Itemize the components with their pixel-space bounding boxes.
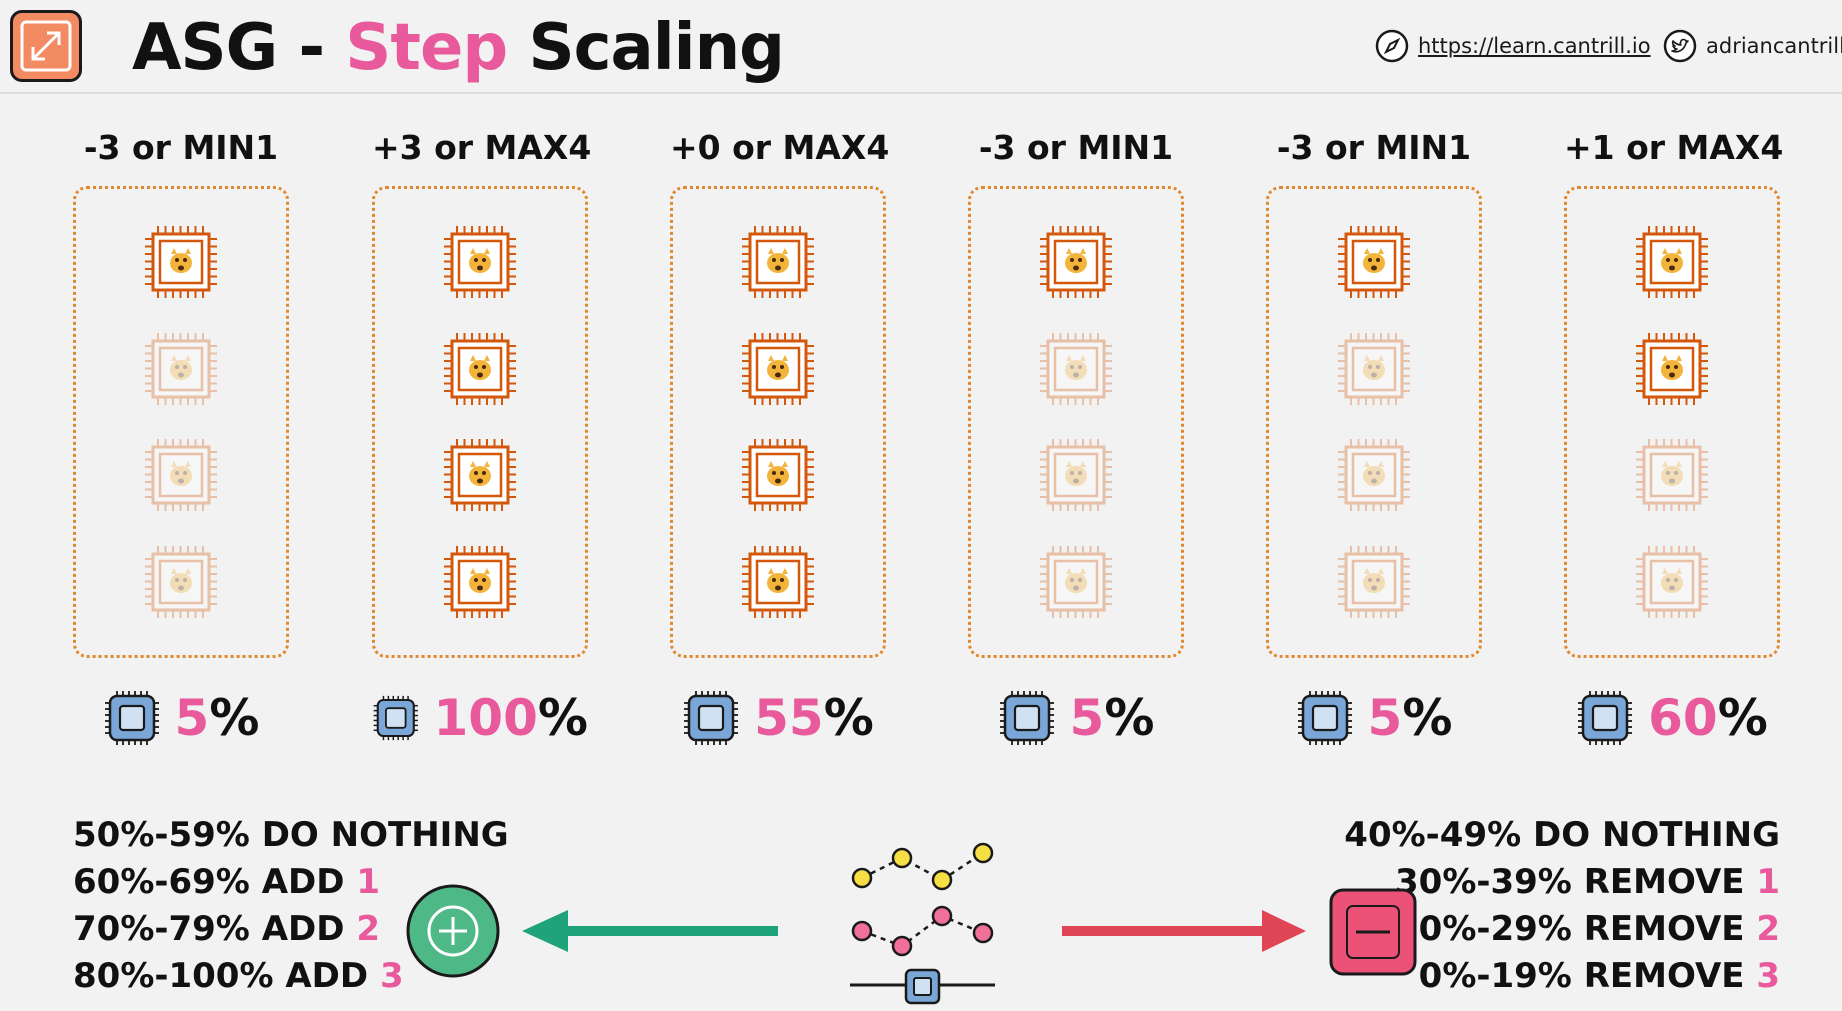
scaling-action-label: +3 or MAX4 (372, 128, 592, 167)
scale-in-rule: 40%-49% DO NOTHING (1344, 815, 1780, 855)
ec2-instance-icon (1338, 546, 1410, 619)
scale-in-rule: 30%-39% REMOVE 1 (1395, 862, 1780, 902)
page-title: ASG - Step Scaling (132, 11, 785, 85)
asg-state-column: -3 or MIN1 (73, 126, 289, 750)
auto-scaling-group (1266, 186, 1482, 658)
cpu-icon (373, 695, 418, 741)
ec2-instance-icon (1338, 439, 1410, 512)
ec2-instance-icon (145, 332, 217, 405)
twitter-icon (1663, 29, 1697, 63)
website-url[interactable]: https://learn.cantrill.io (1418, 34, 1651, 58)
scaling-action-label: +0 or MAX4 (670, 128, 890, 167)
cpu-percentage: 5% (1069, 689, 1155, 747)
ec2-instance-icon (145, 439, 217, 512)
scale-out-arrow (522, 910, 778, 952)
scale-in-rules: 40%-49% DO NOTHING 30%-39% REMOVE 1 20%-… (1344, 812, 1780, 1000)
ec2-instance-icon (444, 225, 516, 298)
scale-out-rule: 80%-100% ADD 3 (73, 956, 404, 996)
resize-arrows-icon (10, 10, 82, 82)
asg-state-column: +3 or MAX4 (372, 126, 592, 750)
ec2-instance-icon (444, 332, 516, 405)
scale-out-rule: 50%-59% DO NOTHING (73, 815, 509, 855)
ec2-instance-icon (1040, 439, 1112, 512)
scale-in-rule: 0%-19% REMOVE 3 (1418, 956, 1780, 996)
cpu-icon (1297, 691, 1352, 745)
scale-in-arrow (1062, 910, 1306, 952)
cpu-metric: 5% (968, 686, 1184, 750)
cpu-metric: 5% (1266, 686, 1482, 750)
asg-state-column: -3 or MIN1 (1266, 126, 1482, 750)
ec2-instance-icon (444, 439, 516, 512)
minus-square-icon (1329, 888, 1417, 976)
asg-state-column: +0 or MAX4 (670, 126, 890, 750)
ec2-instance-icon (1338, 332, 1410, 405)
cloudwatch-metrics-icon (850, 842, 995, 1005)
twitter-handle[interactable]: adriancantrill (1706, 34, 1842, 58)
auto-scaling-group (372, 186, 588, 658)
scale-out-rule: 60%-69% ADD 1 (73, 862, 380, 902)
ec2-instance-icon (1636, 332, 1708, 405)
plus-circle-icon (406, 884, 500, 978)
ec2-instance-icon (444, 546, 516, 619)
website-link[interactable]: https://learn.cantrill.io (1374, 28, 1651, 64)
ec2-instance-icon (1040, 546, 1112, 619)
cpu-percentage: 55% (754, 689, 874, 747)
cpu-icon (1578, 691, 1633, 745)
asg-state-column: +1 or MAX4 (1564, 126, 1784, 750)
cpu-percentage: 60% (1648, 689, 1768, 747)
ec2-instance-icon (742, 332, 814, 405)
scaling-action-label: -3 or MIN1 (83, 128, 279, 167)
scaling-action-label: -3 or MIN1 (978, 128, 1174, 167)
cpu-metric: 55% (670, 686, 886, 750)
twitter-link[interactable]: adriancantrill (1662, 28, 1842, 64)
header: ASG - Step Scaling https://learn.cantril… (0, 0, 1842, 94)
cpu-percentage: 5% (1367, 689, 1453, 747)
scale-out-rules: 50%-59% DO NOTHING 60%-69% ADD 1 70%-79%… (73, 812, 509, 1000)
cpu-icon (999, 691, 1054, 745)
ec2-instance-icon (1636, 225, 1708, 298)
ec2-instance-icon (1338, 225, 1410, 298)
ec2-instance-icon (1636, 546, 1708, 619)
scale-in-rule: 20%-29% REMOVE 2 (1395, 909, 1780, 949)
ec2-instance-icon (145, 546, 217, 619)
ec2-instance-icon (1636, 439, 1708, 512)
ec2-instance-icon (742, 225, 814, 298)
cpu-metric: 60% (1564, 686, 1780, 750)
cpu-icon (684, 691, 739, 745)
scaling-action-label: +1 or MAX4 (1564, 128, 1784, 167)
cpu-metric: 5% (73, 686, 289, 750)
cpu-percentage: 5% (174, 689, 260, 747)
auto-scaling-group (670, 186, 886, 658)
cpu-percentage: 100% (433, 689, 588, 747)
ec2-instance-icon (1040, 332, 1112, 405)
ec2-instance-icon (145, 225, 217, 298)
ec2-instance-icon (742, 439, 814, 512)
scale-out-rule: 70%-79% ADD 2 (73, 909, 380, 949)
ec2-instance-icon (742, 546, 814, 619)
asg-state-column: -3 or MIN1 (968, 126, 1184, 750)
auto-scaling-group (968, 186, 1184, 658)
scaling-action-label: -3 or MIN1 (1276, 128, 1472, 167)
cpu-icon (104, 691, 159, 745)
auto-scaling-group (1564, 186, 1780, 658)
compass-icon (1375, 29, 1409, 63)
ec2-instance-icon (1040, 225, 1112, 298)
auto-scaling-group (73, 186, 289, 658)
cpu-metric: 100% (372, 686, 588, 750)
